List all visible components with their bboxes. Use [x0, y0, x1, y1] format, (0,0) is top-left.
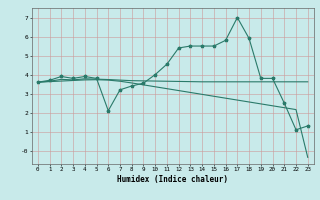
X-axis label: Humidex (Indice chaleur): Humidex (Indice chaleur)	[117, 175, 228, 184]
